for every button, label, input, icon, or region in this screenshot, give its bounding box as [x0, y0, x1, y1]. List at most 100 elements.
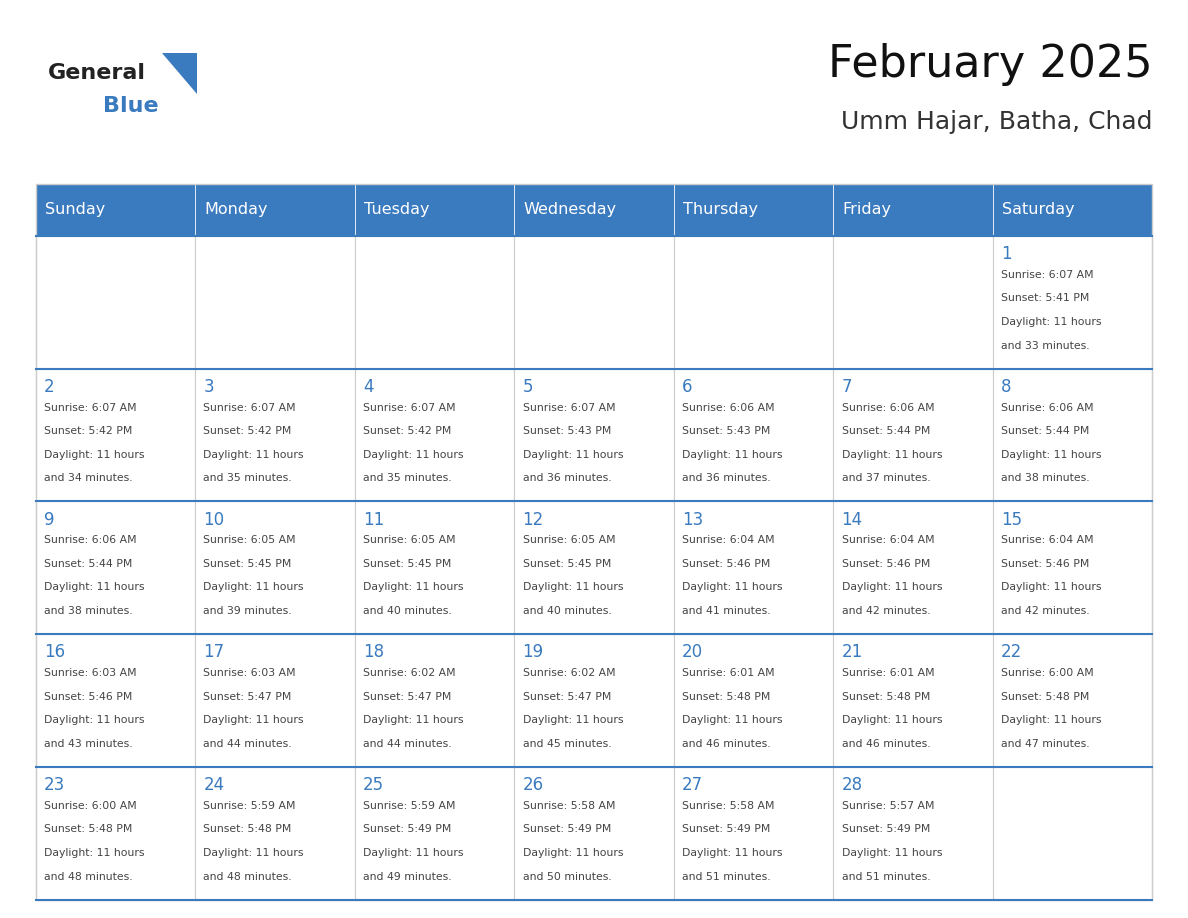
Text: Monday: Monday [204, 202, 268, 218]
Text: Sunset: 5:48 PM: Sunset: 5:48 PM [682, 691, 771, 701]
Text: and 46 minutes.: and 46 minutes. [841, 739, 930, 749]
Text: Sunset: 5:42 PM: Sunset: 5:42 PM [44, 426, 132, 436]
Text: and 38 minutes.: and 38 minutes. [1001, 474, 1089, 483]
Text: 28: 28 [841, 776, 862, 794]
Text: 11: 11 [364, 510, 384, 529]
Text: Sunrise: 6:06 AM: Sunrise: 6:06 AM [841, 403, 934, 412]
Text: Sunrise: 5:58 AM: Sunrise: 5:58 AM [682, 800, 775, 811]
FancyBboxPatch shape [36, 634, 195, 767]
Text: Sunset: 5:44 PM: Sunset: 5:44 PM [841, 426, 930, 436]
Text: 14: 14 [841, 510, 862, 529]
Text: Sunset: 5:44 PM: Sunset: 5:44 PM [44, 559, 132, 569]
Text: Sunrise: 5:59 AM: Sunrise: 5:59 AM [364, 800, 455, 811]
Text: 1: 1 [1001, 245, 1012, 263]
Text: and 51 minutes.: and 51 minutes. [841, 871, 930, 881]
Text: 5: 5 [523, 378, 533, 396]
Text: and 42 minutes.: and 42 minutes. [841, 606, 930, 616]
Text: 27: 27 [682, 776, 703, 794]
Text: Sunrise: 6:05 AM: Sunrise: 6:05 AM [523, 535, 615, 545]
Text: Daylight: 11 hours: Daylight: 11 hours [841, 583, 942, 592]
Text: and 50 minutes.: and 50 minutes. [523, 871, 612, 881]
Text: Sunset: 5:49 PM: Sunset: 5:49 PM [523, 824, 611, 834]
Text: 12: 12 [523, 510, 544, 529]
Text: Daylight: 11 hours: Daylight: 11 hours [682, 583, 783, 592]
FancyBboxPatch shape [674, 634, 833, 767]
Text: and 47 minutes.: and 47 minutes. [1001, 739, 1089, 749]
Text: Sunset: 5:45 PM: Sunset: 5:45 PM [364, 559, 451, 569]
Text: 25: 25 [364, 776, 384, 794]
Text: Sunset: 5:49 PM: Sunset: 5:49 PM [682, 824, 771, 834]
Text: Daylight: 11 hours: Daylight: 11 hours [364, 848, 463, 858]
Text: Sunrise: 6:07 AM: Sunrise: 6:07 AM [1001, 270, 1094, 280]
Text: Sunrise: 6:07 AM: Sunrise: 6:07 AM [523, 403, 615, 412]
Text: Sunset: 5:48 PM: Sunset: 5:48 PM [841, 691, 930, 701]
Text: Sunrise: 6:02 AM: Sunrise: 6:02 AM [523, 668, 615, 678]
Text: Sunrise: 6:03 AM: Sunrise: 6:03 AM [203, 668, 296, 678]
Text: 24: 24 [203, 776, 225, 794]
FancyBboxPatch shape [36, 767, 195, 900]
Text: Sunset: 5:46 PM: Sunset: 5:46 PM [1001, 559, 1089, 569]
FancyBboxPatch shape [674, 184, 833, 236]
Text: Sunrise: 6:01 AM: Sunrise: 6:01 AM [682, 668, 775, 678]
Text: and 40 minutes.: and 40 minutes. [364, 606, 451, 616]
Text: Daylight: 11 hours: Daylight: 11 hours [203, 848, 304, 858]
Text: 7: 7 [841, 378, 852, 396]
Text: Daylight: 11 hours: Daylight: 11 hours [841, 450, 942, 460]
Text: Sunrise: 6:07 AM: Sunrise: 6:07 AM [364, 403, 456, 412]
Text: Daylight: 11 hours: Daylight: 11 hours [364, 450, 463, 460]
Text: Friday: Friday [842, 202, 892, 218]
FancyBboxPatch shape [514, 767, 674, 900]
Text: Sunrise: 6:05 AM: Sunrise: 6:05 AM [203, 535, 296, 545]
Text: Sunset: 5:45 PM: Sunset: 5:45 PM [523, 559, 611, 569]
Text: and 51 minutes.: and 51 minutes. [682, 871, 771, 881]
Text: and 46 minutes.: and 46 minutes. [682, 739, 771, 749]
FancyBboxPatch shape [355, 767, 514, 900]
Text: Sunrise: 6:04 AM: Sunrise: 6:04 AM [1001, 535, 1094, 545]
FancyBboxPatch shape [355, 634, 514, 767]
Text: Sunset: 5:49 PM: Sunset: 5:49 PM [841, 824, 930, 834]
Text: and 35 minutes.: and 35 minutes. [203, 474, 292, 483]
Text: Saturday: Saturday [1003, 202, 1075, 218]
Text: and 42 minutes.: and 42 minutes. [1001, 606, 1089, 616]
Text: Daylight: 11 hours: Daylight: 11 hours [523, 715, 623, 725]
Text: Daylight: 11 hours: Daylight: 11 hours [523, 583, 623, 592]
Text: and 49 minutes.: and 49 minutes. [364, 871, 451, 881]
Text: and 43 minutes.: and 43 minutes. [44, 739, 133, 749]
Text: 9: 9 [44, 510, 55, 529]
Text: Sunrise: 6:04 AM: Sunrise: 6:04 AM [841, 535, 934, 545]
FancyBboxPatch shape [195, 236, 355, 369]
Text: February 2025: February 2025 [828, 43, 1152, 85]
Text: and 36 minutes.: and 36 minutes. [682, 474, 771, 483]
FancyBboxPatch shape [36, 236, 195, 369]
FancyBboxPatch shape [514, 369, 674, 501]
FancyBboxPatch shape [833, 767, 993, 900]
Text: Sunset: 5:47 PM: Sunset: 5:47 PM [523, 691, 611, 701]
FancyBboxPatch shape [514, 236, 674, 369]
Text: and 44 minutes.: and 44 minutes. [364, 739, 451, 749]
Text: and 35 minutes.: and 35 minutes. [364, 474, 451, 483]
Text: and 37 minutes.: and 37 minutes. [841, 474, 930, 483]
FancyBboxPatch shape [355, 369, 514, 501]
Text: Sunrise: 6:00 AM: Sunrise: 6:00 AM [1001, 668, 1094, 678]
Text: 10: 10 [203, 510, 225, 529]
Text: Sunset: 5:48 PM: Sunset: 5:48 PM [1001, 691, 1089, 701]
Text: and 36 minutes.: and 36 minutes. [523, 474, 611, 483]
Text: Sunrise: 6:06 AM: Sunrise: 6:06 AM [44, 535, 137, 545]
Text: Daylight: 11 hours: Daylight: 11 hours [523, 848, 623, 858]
Text: 26: 26 [523, 776, 544, 794]
Text: 2: 2 [44, 378, 55, 396]
Text: 8: 8 [1001, 378, 1012, 396]
FancyBboxPatch shape [674, 369, 833, 501]
FancyBboxPatch shape [514, 501, 674, 634]
FancyBboxPatch shape [674, 767, 833, 900]
Text: Sunday: Sunday [45, 202, 106, 218]
Text: Sunrise: 5:59 AM: Sunrise: 5:59 AM [203, 800, 296, 811]
FancyBboxPatch shape [355, 184, 514, 236]
Text: and 34 minutes.: and 34 minutes. [44, 474, 133, 483]
Text: Sunrise: 6:07 AM: Sunrise: 6:07 AM [44, 403, 137, 412]
Text: and 45 minutes.: and 45 minutes. [523, 739, 611, 749]
FancyBboxPatch shape [993, 184, 1152, 236]
Text: Daylight: 11 hours: Daylight: 11 hours [1001, 583, 1101, 592]
Text: Daylight: 11 hours: Daylight: 11 hours [44, 848, 145, 858]
Text: and 44 minutes.: and 44 minutes. [203, 739, 292, 749]
